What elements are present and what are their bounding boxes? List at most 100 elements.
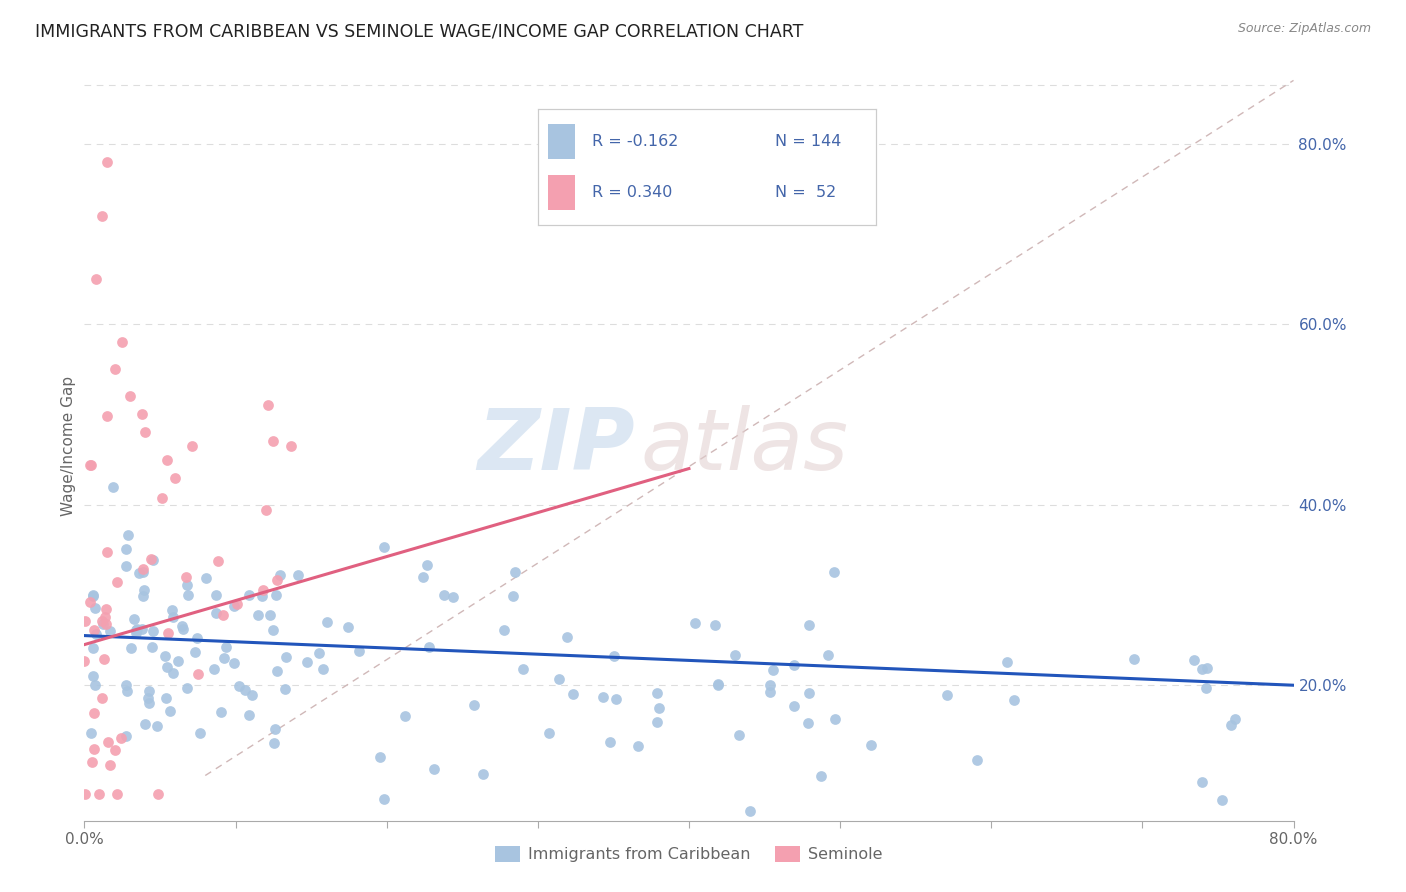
Point [817, 648, 839, 663]
Point [131, 622, 153, 636]
Point [647, 715, 669, 730]
Point [433, 588, 456, 602]
Point [120, 640, 142, 655]
Point [73, 654, 96, 668]
Point [412, 570, 434, 584]
Point [131, 408, 153, 422]
Point [1191, 775, 1213, 789]
Point [138, 696, 160, 710]
Point [94, 602, 117, 616]
Point [180, 439, 202, 453]
Point [82, 589, 104, 603]
Point [118, 389, 141, 403]
Legend: Immigrants from Caribbean, Seminole: Immigrants from Caribbean, Seminole [488, 840, 890, 869]
Point [155, 649, 177, 664]
Point [98, 624, 121, 639]
Point [1211, 793, 1233, 807]
Text: atlas: atlas [641, 404, 849, 488]
Point [82, 640, 104, 655]
Point [114, 678, 136, 692]
Point [312, 662, 335, 676]
Point [647, 686, 669, 700]
Point [603, 649, 626, 664]
Point [134, 716, 156, 731]
Point [336, 620, 359, 634]
Point [222, 599, 245, 613]
Point [80, 458, 103, 473]
Point [184, 645, 207, 659]
Point [160, 603, 183, 617]
Point [93, 652, 115, 666]
Point [706, 677, 728, 691]
Point [373, 792, 395, 806]
Point [96, 154, 118, 169]
Point [128, 566, 150, 580]
Point [134, 425, 156, 440]
Point [83, 706, 105, 720]
Point [79, 726, 101, 740]
Point [167, 654, 190, 668]
Point [416, 558, 439, 573]
Point [238, 708, 260, 723]
Point [125, 626, 148, 640]
Point [117, 684, 139, 698]
Point [1223, 712, 1246, 726]
Point [276, 650, 298, 665]
Point [150, 491, 173, 506]
Point [91, 614, 114, 628]
Point [538, 726, 561, 740]
Point [1219, 718, 1241, 732]
Point [1002, 693, 1025, 707]
Point [759, 685, 782, 699]
Point [1191, 662, 1213, 676]
Point [75, 614, 97, 628]
Point [274, 682, 297, 697]
Point [1182, 653, 1205, 667]
Point [105, 787, 128, 801]
Point [115, 542, 138, 557]
Point [162, 666, 184, 681]
Point [104, 362, 127, 376]
Point [238, 589, 260, 603]
Point [117, 528, 139, 542]
Point [859, 738, 882, 752]
Point [215, 640, 238, 654]
Point [810, 768, 832, 782]
Point [155, 690, 177, 705]
Point [209, 705, 232, 719]
Point [156, 452, 179, 467]
Point [82, 588, 104, 602]
Point [262, 434, 284, 449]
Point [233, 683, 256, 698]
Point [132, 562, 155, 576]
Point [94, 610, 117, 624]
Point [79, 458, 101, 473]
Point [212, 651, 235, 665]
Point [783, 699, 806, 714]
Point [138, 684, 160, 698]
Point [266, 664, 288, 678]
Point [202, 662, 225, 676]
Point [703, 617, 725, 632]
Point [966, 753, 988, 767]
Point [418, 640, 440, 654]
Point [159, 704, 181, 718]
Point [122, 612, 145, 626]
Point [187, 667, 209, 681]
Point [224, 656, 246, 670]
Point [134, 582, 156, 597]
Point [935, 689, 957, 703]
Point [165, 470, 187, 484]
Point [84, 678, 107, 692]
Point [115, 559, 138, 574]
Point [280, 439, 302, 453]
Point [599, 735, 621, 749]
Point [555, 630, 578, 644]
Point [626, 739, 648, 754]
Point [707, 677, 730, 691]
Point [162, 609, 184, 624]
Point [308, 646, 330, 660]
Point [252, 582, 274, 597]
Point [174, 570, 197, 584]
Point [758, 678, 780, 692]
